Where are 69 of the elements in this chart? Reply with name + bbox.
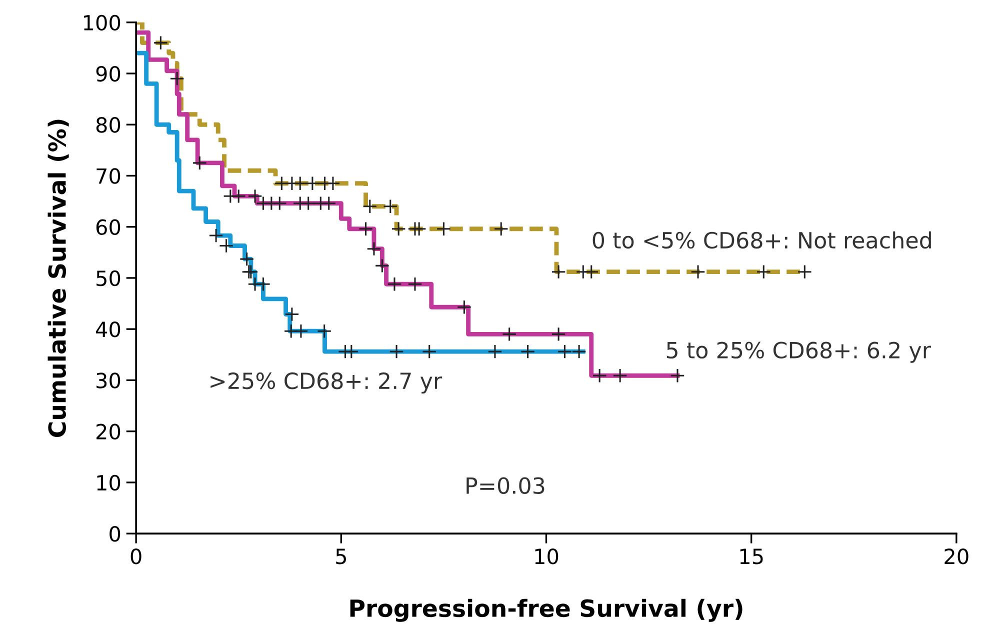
point [366, 241, 382, 256]
point [389, 344, 404, 359]
point [520, 344, 536, 359]
annotation: P=0.03 [466, 477, 544, 494]
x-tick-label: 15 [740, 548, 763, 564]
point [374, 258, 390, 274]
point [584, 264, 599, 280]
point [208, 228, 224, 243]
point [551, 326, 566, 342]
annotation: 0 to <5% CD68+: Not reached [592, 231, 931, 249]
point [170, 71, 184, 86]
x-tick-label: 10 [535, 548, 558, 564]
point [192, 156, 207, 170]
point [316, 324, 332, 338]
y-tick-label: 20 [96, 424, 120, 440]
point [456, 300, 472, 314]
y-tick-label: 60 [96, 219, 120, 236]
y-axis-title: Cumulative Survival (%) [48, 120, 69, 437]
point [305, 176, 320, 191]
point [344, 344, 359, 359]
point [488, 344, 502, 359]
x-tick-label: 5 [336, 548, 346, 564]
y-tick-label: 90 [96, 66, 120, 82]
point [153, 35, 168, 50]
x-tick-label: 0 [130, 548, 142, 564]
x-tick-label: 20 [944, 548, 968, 564]
annotation: >25% CD68+: 2.7 yr [210, 372, 442, 394]
point [502, 326, 517, 342]
point [572, 344, 586, 359]
point [797, 264, 812, 280]
point [294, 324, 308, 338]
x-axis-title: Progression-free Survival (yr) [350, 598, 742, 622]
point [436, 222, 452, 236]
point [248, 188, 262, 204]
y-tick-label: 10 [97, 474, 120, 491]
point [557, 344, 572, 359]
point [391, 222, 406, 236]
point [300, 196, 316, 211]
point [292, 176, 308, 191]
annotation: 5 to 25% CD68+: 6.2 yr [666, 342, 931, 363]
point [322, 196, 336, 211]
y-tick-label: 50 [96, 270, 120, 286]
point [612, 368, 628, 383]
point [551, 264, 566, 280]
point [592, 368, 607, 383]
y-tick-label: 30 [96, 372, 120, 388]
point [272, 196, 287, 211]
point [256, 276, 271, 292]
point [670, 368, 685, 383]
point [383, 199, 398, 214]
point [387, 276, 402, 292]
point [690, 264, 706, 280]
point [239, 252, 254, 266]
y-tick-label: 70 [96, 168, 120, 184]
y-tick-label: 40 [96, 322, 120, 338]
point [326, 176, 340, 191]
point [494, 222, 508, 236]
point [362, 199, 378, 214]
y-tick-label: 80 [96, 117, 120, 133]
point [231, 188, 246, 204]
point [358, 222, 374, 236]
point [756, 264, 771, 280]
y-tick-label: 0 [110, 526, 120, 542]
y-tick-label: 100 [84, 14, 120, 31]
point [284, 306, 300, 322]
point [422, 344, 437, 359]
point [408, 276, 422, 292]
point [412, 222, 426, 236]
point [218, 238, 234, 254]
